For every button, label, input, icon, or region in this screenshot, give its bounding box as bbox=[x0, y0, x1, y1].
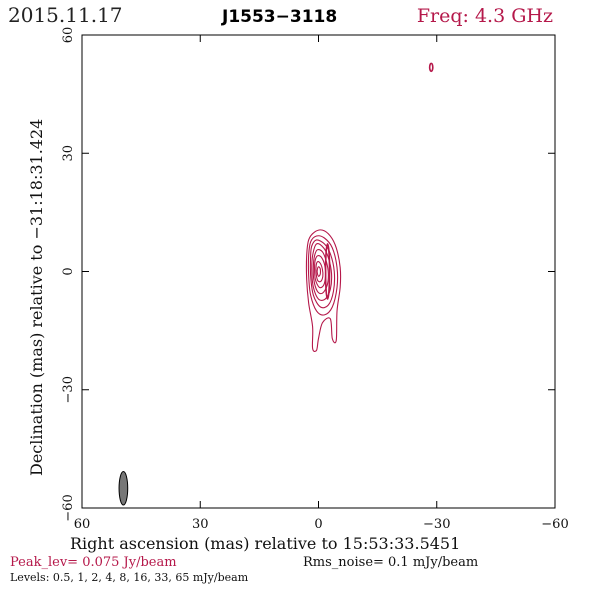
x-axis-label: Right ascension (mas) relative to 15:53:… bbox=[70, 534, 460, 553]
contour-0.5 bbox=[305, 229, 342, 353]
plot-frame bbox=[81, 34, 556, 509]
contour-knot bbox=[324, 243, 331, 300]
peak-level: Peak_lev= 0.075 Jy/beam bbox=[10, 555, 177, 570]
contour-33 bbox=[315, 261, 324, 283]
x-tick-label: −60 bbox=[541, 517, 568, 532]
x-tick-labels: 60 30 0 −30 −60 bbox=[74, 517, 569, 532]
frequency-label: Freq: 4.3 GHz bbox=[417, 5, 553, 27]
contour-1 bbox=[307, 235, 339, 316]
rms-noise: Rms_noise= 0.1 mJy/beam bbox=[303, 555, 478, 570]
y-tick-label: −60 bbox=[61, 494, 76, 521]
y-axis-label: Declination (mas) relative to −31:18:31.… bbox=[27, 119, 46, 476]
restoring-beam bbox=[118, 471, 129, 506]
y-tick-labels: −60 −30 0 30 60 bbox=[61, 27, 76, 522]
contour-levels: Levels: 0.5, 1, 2, 4, 8, 16, 33, 65 mJy/… bbox=[10, 571, 249, 584]
y-tick-label: 30 bbox=[61, 145, 76, 162]
x-tick-label: 60 bbox=[74, 517, 91, 532]
y-tick-label: 60 bbox=[61, 27, 76, 44]
contour-2 bbox=[309, 239, 336, 309]
beam-layer bbox=[118, 471, 129, 506]
contour-16 bbox=[314, 255, 327, 289]
contour-4 bbox=[311, 243, 333, 301]
contour-knot bbox=[428, 62, 434, 73]
contour-65 bbox=[316, 266, 322, 277]
observation-date: 2015.11.17 bbox=[8, 3, 123, 27]
axis-ticks bbox=[81, 34, 556, 509]
x-tick-label: 0 bbox=[314, 517, 322, 532]
y-tick-label: 0 bbox=[61, 267, 76, 275]
source-name: J1553−3118 bbox=[221, 7, 337, 27]
contour-layer bbox=[305, 62, 434, 353]
x-tick-label: −30 bbox=[423, 517, 450, 532]
y-tick-label: −30 bbox=[61, 376, 76, 403]
x-tick-label: 30 bbox=[192, 517, 209, 532]
